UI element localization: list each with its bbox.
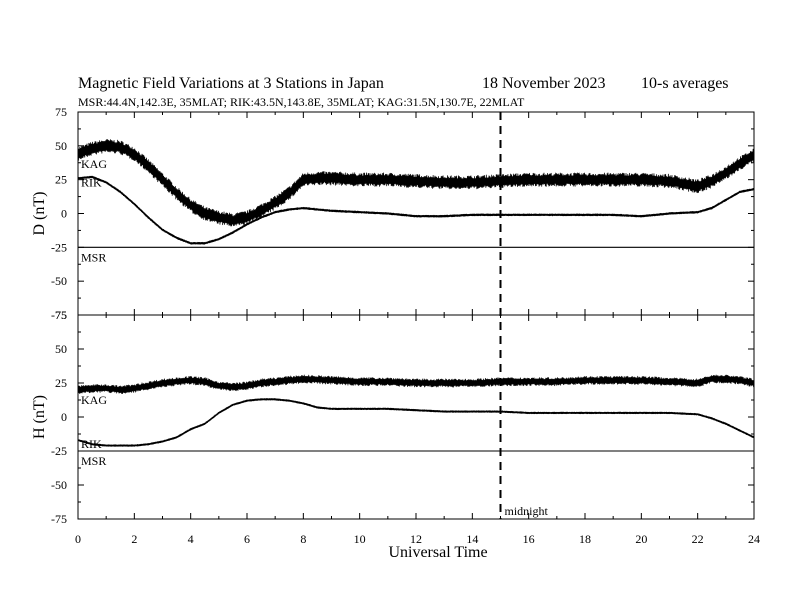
x-tick-label: 20 xyxy=(635,532,647,546)
d-component-panel: -75 -50 -25 0 25 50 75 D (nT) KAG RIK MSR xyxy=(31,105,755,322)
x-tick-label: 22 xyxy=(692,532,704,546)
series-label-kag: KAG xyxy=(81,393,107,407)
y-tick-label: -50 xyxy=(51,478,67,492)
y-tick-label: -50 xyxy=(51,274,67,288)
x-tick-label: 18 xyxy=(579,532,591,546)
x-axis-label: Universal Time xyxy=(388,544,487,561)
y-tick-label: -25 xyxy=(51,444,67,458)
y-axis-label: D (nT) xyxy=(31,192,48,236)
chart-date: 18 November 2023 xyxy=(482,75,606,92)
chart-stations-line: MSR:44.4N,142.3E, 35MLAT; RIK:43.5N,143.… xyxy=(78,95,525,109)
series-line-rik xyxy=(77,398,755,447)
series-label-rik: RIK xyxy=(81,437,102,451)
plot-frame xyxy=(77,314,755,520)
chart-title: Magnetic Field Variations at 3 Stations … xyxy=(78,75,384,92)
y-tick-label: 75 xyxy=(55,308,67,322)
x-tick-label: 0 xyxy=(75,532,81,546)
midnight-marker: midnight xyxy=(499,112,549,519)
x-tick-label: 8 xyxy=(300,532,306,546)
midnight-label: midnight xyxy=(505,504,549,518)
x-tick-label: 10 xyxy=(354,532,366,546)
series-line-kag xyxy=(77,374,755,395)
y-tick-label: -25 xyxy=(51,240,67,254)
x-tick-label: 6 xyxy=(244,532,250,546)
chart-averaging: 10-s averages xyxy=(641,75,729,92)
y-tick-label: 0 xyxy=(61,207,67,221)
series-label-msr: MSR xyxy=(81,250,106,264)
y-axis-label: H (nT) xyxy=(31,395,48,439)
y-tick-label: 25 xyxy=(55,376,67,390)
series-line-rik xyxy=(77,175,755,245)
y-tick-label: 75 xyxy=(55,105,67,119)
series-line-kag xyxy=(77,139,755,227)
x-tick-label: 2 xyxy=(131,532,137,546)
x-tick-label: 24 xyxy=(748,532,760,546)
x-tick-label: 12 xyxy=(410,532,422,546)
y-tick-label: 25 xyxy=(55,173,67,187)
y-tick-label: 0 xyxy=(61,410,67,424)
series-label-msr: MSR xyxy=(81,454,106,468)
plot-frame xyxy=(77,111,755,316)
y-tick-label: 50 xyxy=(55,342,67,356)
y-tick-label: -75 xyxy=(51,512,67,526)
y-tick-label: -75 xyxy=(51,308,67,322)
x-tick-label: 14 xyxy=(466,532,478,546)
x-tick-label: 4 xyxy=(188,532,194,546)
x-tick-label: 16 xyxy=(523,532,535,546)
y-tick-label: 50 xyxy=(55,139,67,153)
series-label-rik: RIK xyxy=(81,175,102,189)
series-label-kag: KAG xyxy=(81,157,107,171)
